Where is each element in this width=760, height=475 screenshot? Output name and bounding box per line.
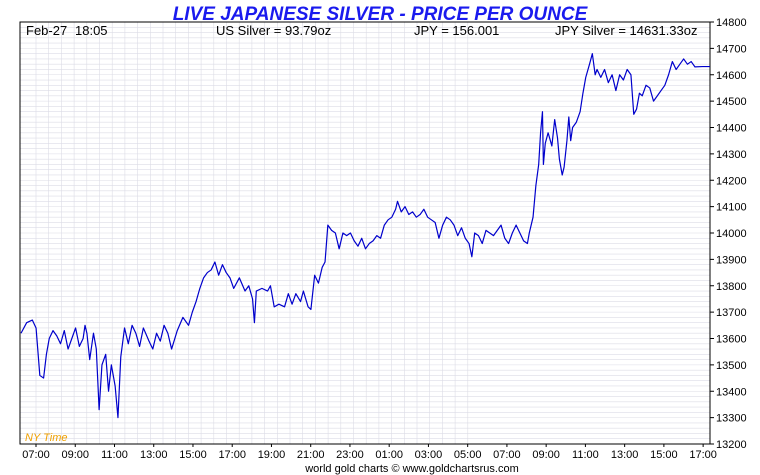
y-tick-label: 13400 — [716, 386, 747, 398]
y-tick-label: 14800 — [716, 17, 747, 29]
chart-footer: world gold charts © www.goldchartsrus.co… — [304, 463, 519, 475]
x-tick-label: 13:00 — [140, 449, 168, 461]
y-tick-label: 13200 — [716, 439, 747, 451]
timezone-label: NY Time — [25, 432, 68, 444]
x-tick-label: 11:00 — [572, 449, 599, 461]
y-tick-label: 13900 — [716, 254, 747, 266]
x-tick-label: 21:00 — [297, 449, 325, 461]
x-axis: 07:00 09:00 11:00 13:00 15:00 17:00 19:00 21:00… — [22, 444, 717, 461]
info-date: Feb-27 — [26, 23, 67, 38]
y-tick-label: 14400 — [716, 123, 747, 135]
x-tick-label: 09:00 — [61, 449, 89, 461]
y-tick-label: 13800 — [716, 281, 747, 293]
grid — [20, 21, 710, 445]
series-layer — [20, 53, 710, 419]
x-tick-label: 19:00 — [258, 449, 286, 461]
y-tick-label: 14600 — [716, 70, 747, 82]
x-tick-label: 23:00 — [336, 449, 364, 461]
x-tick-label: 17:00 — [689, 449, 717, 461]
y-tick-label: 14300 — [716, 149, 747, 161]
x-tick-label: 15:00 — [179, 449, 207, 461]
x-tick-label: 03:00 — [415, 449, 443, 461]
x-tick-label: 05:00 — [454, 449, 482, 461]
y-tick-label: 14500 — [716, 96, 747, 108]
x-tick-label: 11:00 — [101, 449, 128, 461]
info-jpy-silver: JPY Silver = 14631.33oz — [555, 23, 698, 38]
x-tick-label: 09:00 — [532, 449, 560, 461]
y-tick-label: 13300 — [716, 413, 747, 425]
y-tick-label: 13600 — [716, 334, 747, 346]
info-jpy-rate: JPY = 156.001 — [414, 23, 499, 38]
x-tick-label: 13:00 — [611, 449, 639, 461]
y-tick-label: 14200 — [716, 175, 747, 187]
info-time: 18:05 — [75, 23, 108, 38]
y-tick-label: 14000 — [716, 228, 747, 240]
chart-title: LIVE JAPANESE SILVER - PRICE PER OUNCE — [173, 4, 589, 25]
y-axis: 13200 13300 13400 13500 13600 13700 13800 13900… — [710, 17, 747, 451]
info-us-silver: US Silver = 93.79oz — [216, 23, 331, 38]
y-tick-label: 14700 — [716, 43, 747, 55]
price-series-line — [20, 53, 710, 419]
x-tick-label: 07:00 — [493, 449, 521, 461]
x-tick-label: 01:00 — [375, 449, 403, 461]
x-tick-label: 07:00 — [22, 449, 50, 461]
x-tick-label: 15:00 — [650, 449, 678, 461]
y-tick-label: 13700 — [716, 307, 747, 319]
y-tick-label: 13500 — [716, 360, 747, 372]
y-tick-label: 14100 — [716, 202, 747, 214]
x-tick-label: 17:00 — [218, 449, 246, 461]
